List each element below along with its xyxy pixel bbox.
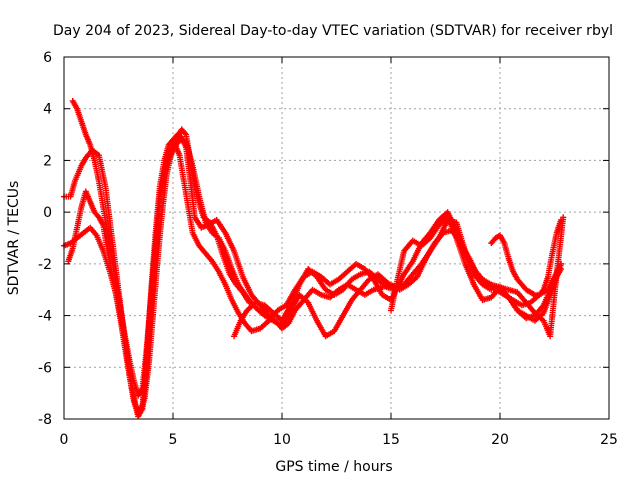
series-track-g <box>488 216 564 298</box>
y-tick-label: -4 <box>38 309 52 325</box>
y-tick-label: 4 <box>43 102 52 118</box>
x-tick-label: 25 <box>600 432 618 448</box>
y-tick-label: -6 <box>38 360 52 376</box>
data-series <box>61 97 567 420</box>
x-tick-labels: 0 5 10 15 20 25 <box>60 432 618 448</box>
y-tick-label: 2 <box>43 153 52 169</box>
series-track-e <box>231 266 399 340</box>
plot-frame <box>63 56 610 420</box>
series-track-d <box>69 97 253 399</box>
y-tick-label: 6 <box>43 50 52 66</box>
x-tick-label: 20 <box>491 432 509 448</box>
chart-title: Day 204 of 2023, Sidereal Day-to-day VTE… <box>53 23 613 39</box>
y-tick-label: -8 <box>38 412 52 428</box>
y-axis-label: SDTVAR / TECUs <box>6 181 22 296</box>
y-tick-label: -2 <box>38 257 52 273</box>
x-axis-label: GPS time / hours <box>275 459 392 475</box>
data-point-markers <box>388 214 567 340</box>
x-tick-label: 0 <box>60 432 69 448</box>
x-tick-label: 10 <box>273 432 291 448</box>
data-point-markers <box>488 216 564 298</box>
data-point-markers <box>231 266 399 340</box>
y-tick-labels: -8 -6 -4 -2 0 2 4 6 <box>38 50 52 428</box>
series-track-f <box>388 214 567 340</box>
x-tick-label: 15 <box>382 432 400 448</box>
x-tick-label: 5 <box>169 432 178 448</box>
data-point-markers <box>69 97 253 399</box>
y-tick-label: 0 <box>43 205 52 221</box>
